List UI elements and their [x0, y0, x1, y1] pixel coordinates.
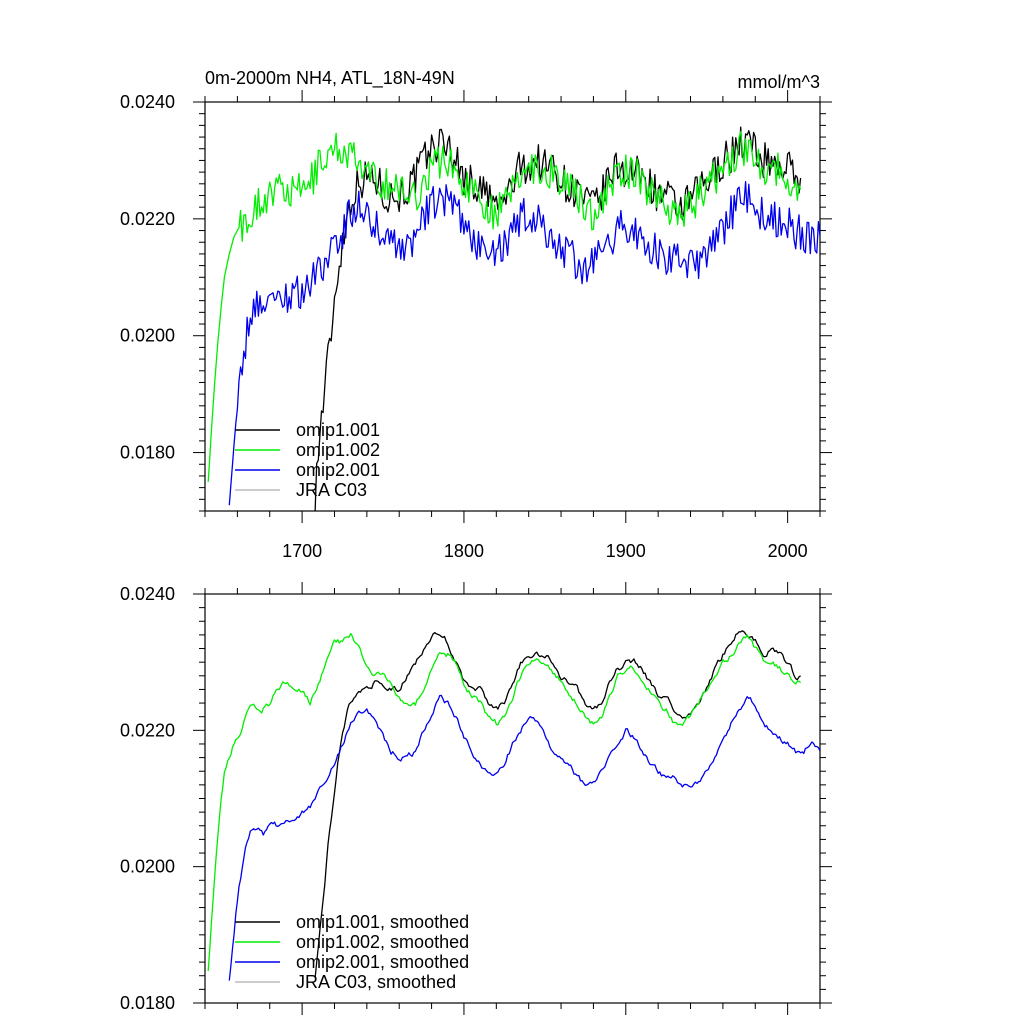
x-tick-label: 1700	[282, 541, 322, 561]
series-line-omip1-002	[207, 632, 801, 971]
legend-label: JRA C03	[296, 480, 367, 500]
y-tick-label: 0.0240	[120, 584, 175, 604]
x-tick-label: 1900	[606, 541, 646, 561]
series-line-omip1-002	[207, 130, 802, 482]
y-tick-label: 0.0180	[120, 443, 175, 463]
series-line-omip1-001	[314, 630, 801, 979]
series-line-omip2-001	[228, 694, 820, 981]
x-tick-label: 2000	[768, 541, 808, 561]
series-line-omip2-001	[228, 180, 820, 506]
legend-label: omip1.002	[296, 440, 380, 460]
y-tick-label: 0.0200	[120, 326, 175, 346]
legend-label: omip1.001, smoothed	[296, 912, 469, 932]
series-line-omip1-001	[314, 126, 802, 511]
plot-frame	[204, 101, 821, 512]
y-tick-label: 0.0180	[120, 993, 175, 1013]
legend-label: omip1.002, smoothed	[296, 932, 469, 952]
top-panel: 0.0180 0.0200 0.0220 0.0240 1700 1800 1900 2000…	[120, 90, 832, 561]
chart-title: 0m-2000m NH4, ATL_18N-49N	[205, 68, 455, 89]
y-tick-label: 0.0200	[120, 857, 175, 877]
legend-label: omip2.001	[296, 460, 380, 480]
legend-label: omip2.001, smoothed	[296, 952, 469, 972]
legend-label: omip1.001	[296, 420, 380, 440]
y-tick-label: 0.0240	[120, 92, 175, 112]
y-tick-label: 0.0220	[120, 720, 175, 740]
units-label: mmol/m^3	[738, 72, 820, 92]
legend-label: JRA C03, smoothed	[296, 972, 456, 992]
y-tick-label: 0.0220	[120, 209, 175, 229]
bottom-panel-smoothed: 0.0180 0.0200 0.0220 0.0240 omip1.001, smoot…	[120, 582, 832, 1015]
x-tick-label: 1800	[444, 541, 484, 561]
